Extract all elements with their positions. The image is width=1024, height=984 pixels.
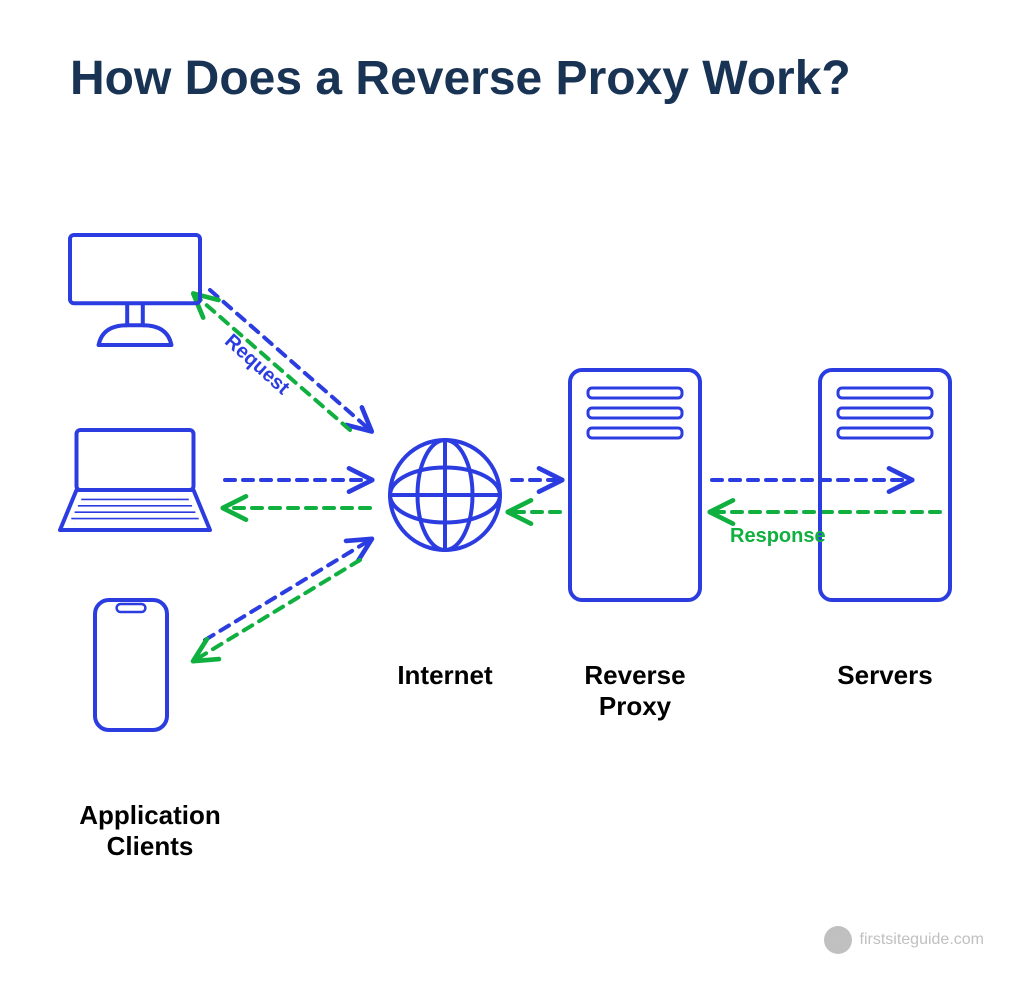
edge-label: Response [730,525,826,548]
phone-res-arrow [195,560,360,660]
desktop-node [70,235,200,345]
compass-icon [824,926,852,954]
clients-label: Application Clients [50,800,250,862]
internet-node [390,440,500,550]
servers-label: Servers [810,660,960,691]
laptop-node [60,430,210,530]
phone-node [95,600,167,730]
phone-req-arrow [205,540,370,640]
watermark: firstsiteguide.com [824,926,985,954]
watermark-text: firstsiteguide.com [860,931,985,949]
reverse_proxy-label: Reverse Proxy [545,660,725,722]
desktop-res-arrow [195,295,350,430]
reverse_proxy-node [570,370,700,600]
internet-label: Internet [360,660,530,691]
servers-node [820,370,950,600]
